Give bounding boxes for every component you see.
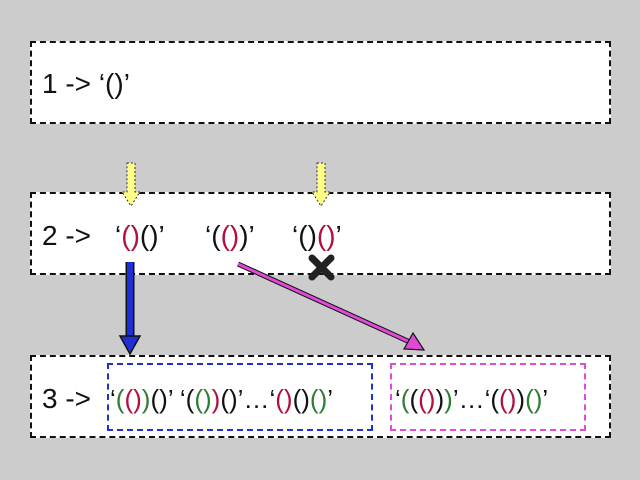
- paren: ): [229, 384, 238, 414]
- step-2-expr-2: ‘(())’: [205, 220, 255, 252]
- step-3-blue-expressions: ‘(())()’ ‘(())()’…‘()()()’: [110, 383, 333, 415]
- ellipsis: …: [243, 384, 270, 414]
- paren: ): [301, 384, 310, 414]
- paren: (: [490, 384, 500, 414]
- paren-green: (: [400, 384, 410, 414]
- paren-red: ): [130, 220, 140, 251]
- paren-green: ): [141, 384, 151, 414]
- paren-green: (: [115, 384, 125, 414]
- quote-close: ’: [248, 220, 255, 251]
- yellow-down-arrow-icon: [121, 162, 141, 207]
- paren: ): [516, 384, 526, 414]
- paren-red: (: [275, 384, 284, 414]
- quote-close: ’: [327, 384, 334, 414]
- paren-red: ): [133, 384, 142, 414]
- quote-open: ‘: [115, 220, 122, 251]
- paren-red: ): [283, 384, 293, 414]
- step-1-row: 1 -> ‘()’: [42, 68, 130, 100]
- paren-green: ): [444, 384, 453, 414]
- step-3-magenta-expressions: ‘((()))’…‘(())()’: [395, 383, 548, 415]
- paren-red: (: [418, 384, 427, 414]
- quote-close: ’: [335, 220, 342, 251]
- step-1-label: 1 ->: [42, 68, 99, 99]
- paren: ): [307, 220, 317, 251]
- paren: (: [220, 384, 229, 414]
- quote-open: ‘: [98, 68, 106, 99]
- step-3-label-text: 3 ->: [42, 383, 92, 414]
- paren: ): [159, 384, 168, 414]
- quote-open: ‘: [484, 384, 491, 414]
- paren: (: [185, 384, 195, 414]
- paren-red: (: [316, 220, 327, 251]
- paren-red: ): [507, 384, 517, 414]
- step-2-expr-3: ‘()()’: [292, 220, 342, 252]
- step-2-expr-1: ‘()()’: [115, 220, 165, 252]
- quote-close: ’: [158, 220, 165, 251]
- paren-red: (: [499, 384, 508, 414]
- paren-green: ): [533, 384, 543, 414]
- quote-close: ’: [167, 384, 174, 414]
- paren: ): [149, 220, 159, 251]
- quote-open: ‘: [205, 220, 212, 251]
- paren: (: [292, 384, 302, 414]
- paren-green: ): [202, 384, 212, 414]
- paren: (: [298, 220, 308, 251]
- magenta-arrow-icon: [236, 261, 426, 351]
- paren-green: (: [309, 384, 319, 414]
- blue-arrow-icon: [118, 262, 142, 356]
- yellow-down-arrow-icon: [311, 162, 331, 207]
- quote-close: ’: [542, 384, 549, 414]
- paren-red: (: [124, 384, 134, 414]
- paren-green: (: [194, 384, 203, 414]
- step-2-box: [30, 192, 611, 275]
- magenta-dashed-group: [390, 363, 586, 431]
- paren-red: ): [426, 384, 436, 414]
- paren-green: ): [318, 384, 328, 414]
- step-1-box: [30, 41, 611, 124]
- step-2-label-text: 2 ->: [42, 220, 92, 251]
- step-2-label: 2 ->: [42, 220, 91, 252]
- paren-green: (: [525, 384, 534, 414]
- paren-red: ): [229, 220, 240, 251]
- paren: (: [409, 384, 419, 414]
- paren: (: [105, 68, 115, 99]
- quote-open: ‘: [269, 384, 276, 414]
- quote-open: ‘: [110, 384, 116, 414]
- step-3-box: [30, 355, 611, 438]
- quote-open: ‘: [179, 384, 186, 414]
- paren: ): [239, 220, 249, 251]
- paren-red: ): [211, 384, 221, 414]
- blue-dashed-group: [107, 363, 373, 431]
- paren-red: (: [220, 220, 230, 251]
- paren: ): [435, 384, 445, 414]
- x-mark-icon: [308, 254, 335, 281]
- step-3-label: 3 ->: [42, 383, 91, 415]
- paren: (: [139, 220, 150, 251]
- paren: ): [114, 68, 124, 99]
- paren: (: [211, 220, 221, 251]
- paren-red: (: [121, 220, 131, 251]
- quote-close: ’: [123, 68, 130, 99]
- ellipsis: …: [458, 384, 485, 414]
- quote-close: ’: [237, 384, 244, 414]
- paren-red: ): [326, 220, 336, 251]
- quote-open: ‘: [395, 384, 401, 414]
- paren: (: [150, 384, 160, 414]
- quote-open: ‘: [292, 220, 299, 251]
- quote-close: ’: [452, 384, 459, 414]
